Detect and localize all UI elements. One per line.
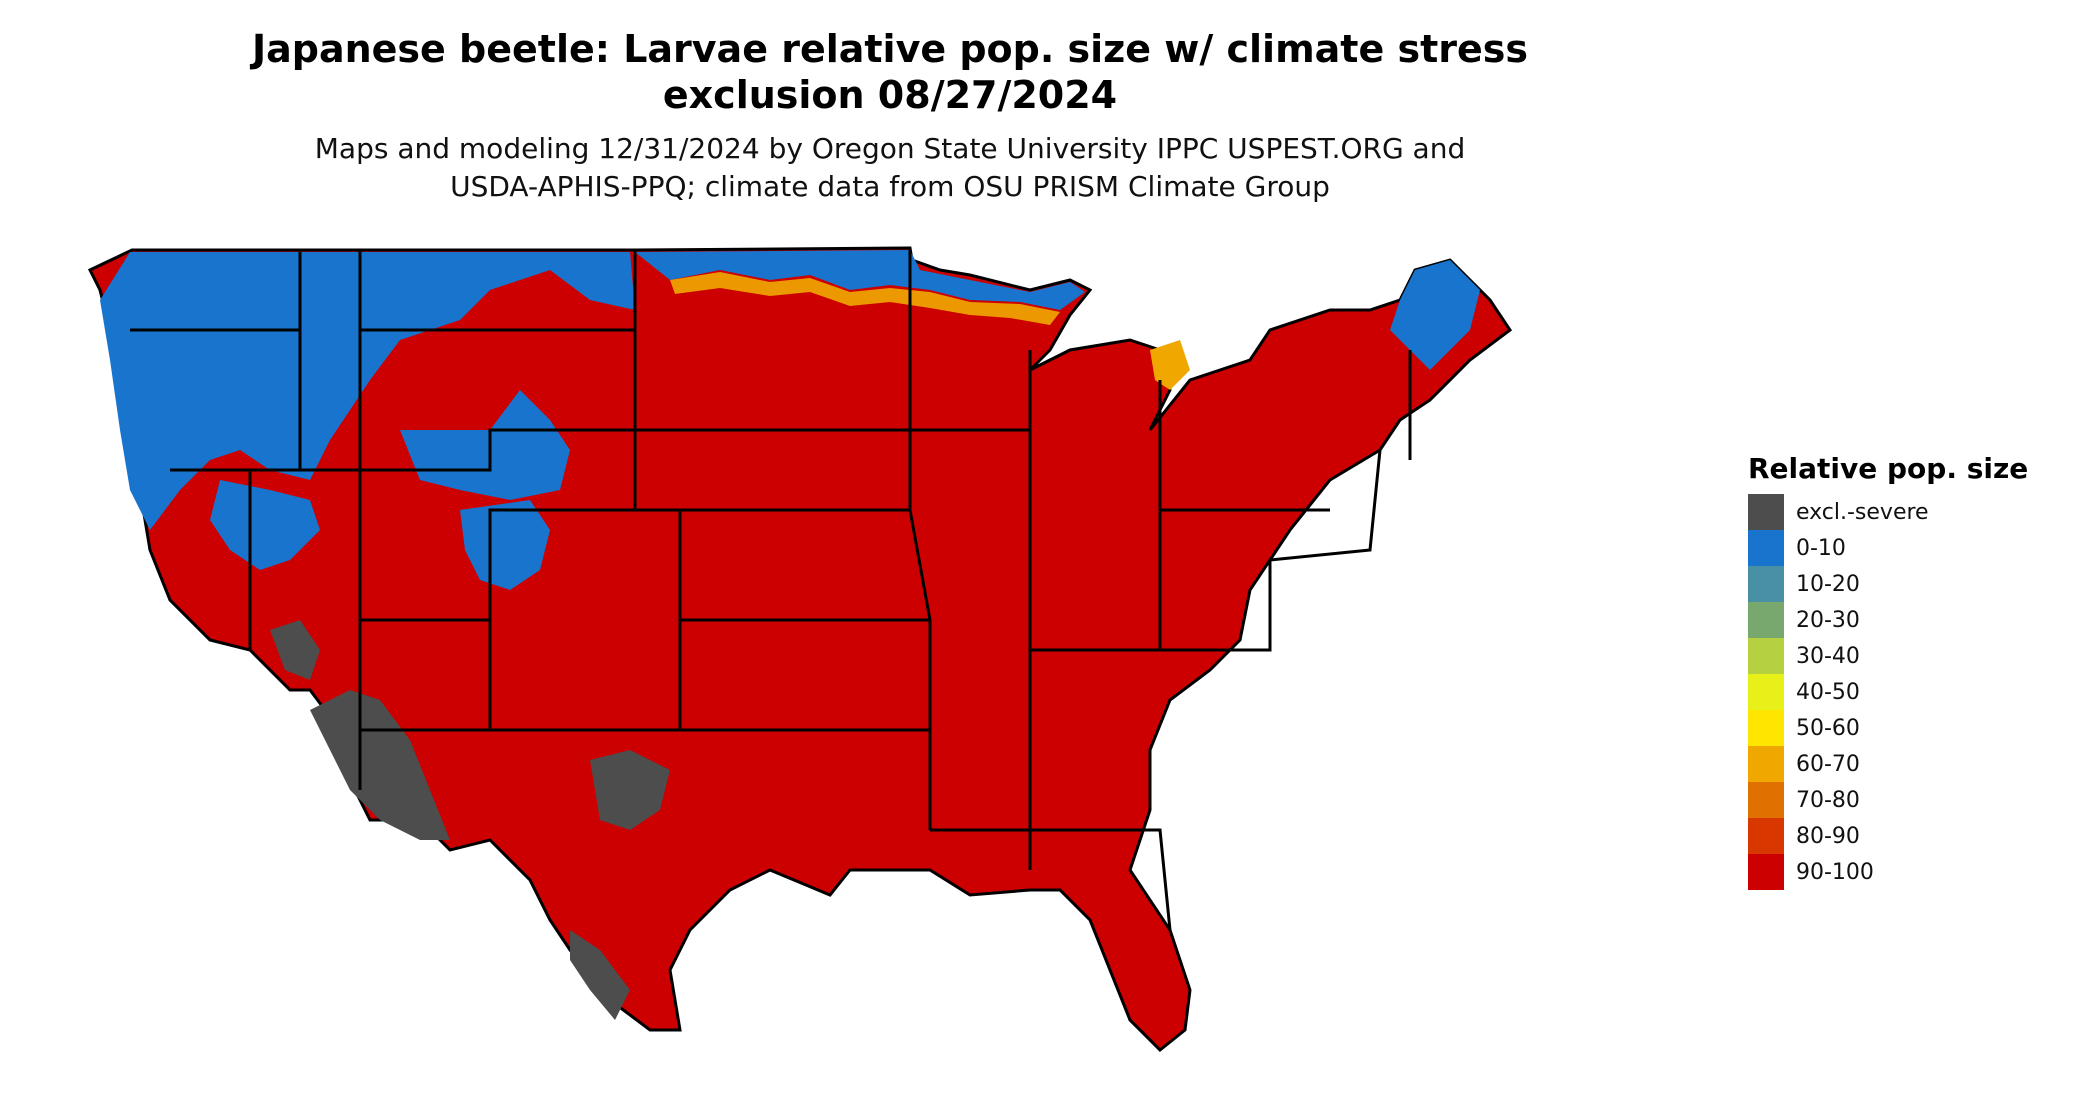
legend-swatch	[1748, 818, 1784, 854]
legend-item: 70-80	[1748, 782, 2068, 818]
legend-label: 70-80	[1796, 787, 1860, 813]
upper-midwest-low-zone	[635, 250, 1085, 310]
map-title: Japanese beetle: Larvae relative pop. si…	[180, 26, 1600, 118]
legend-swatch	[1748, 566, 1784, 602]
legend-item: 40-50	[1748, 674, 2068, 710]
legend-item: 60-70	[1748, 746, 2068, 782]
legend-swatch	[1748, 602, 1784, 638]
legend-swatch	[1748, 638, 1784, 674]
legend: Relative pop. size excl.-severe 0-10 10-…	[1748, 452, 2068, 890]
legend-label: 20-30	[1796, 607, 1860, 633]
northwest-low-zone	[100, 252, 635, 530]
legend-label: 60-70	[1796, 751, 1860, 777]
west-texas-excluded-zone	[590, 750, 670, 830]
legend-swatch	[1748, 674, 1784, 710]
legend-label: 50-60	[1796, 715, 1860, 741]
title-line-2: exclusion 08/27/2024	[662, 73, 1118, 117]
transition-fringe-north	[670, 272, 1060, 325]
legend-item: 10-20	[1748, 566, 2068, 602]
legend-swatch	[1748, 746, 1784, 782]
southwest-excluded-zone	[310, 690, 450, 840]
legend-label: 0-10	[1796, 535, 1846, 561]
legend-title: Relative pop. size	[1748, 452, 2029, 485]
legend-item: 50-60	[1748, 710, 2068, 746]
south-texas-excluded-zone	[570, 930, 630, 1020]
subtitle-line-1: Maps and modeling 12/31/2024 by Oregon S…	[314, 132, 1466, 165]
subtitle-line-2: USDA-APHIS-PPQ; climate data from OSU PR…	[450, 170, 1330, 203]
legend-swatch	[1748, 494, 1784, 530]
us-map	[87, 246, 1513, 1053]
legend-label: 40-50	[1796, 679, 1860, 705]
legend-item: 20-30	[1748, 602, 2068, 638]
legend-item: 0-10	[1748, 530, 2068, 566]
legend-label: 80-90	[1796, 823, 1860, 849]
legend-label: 90-100	[1796, 859, 1874, 885]
legend-item: 90-100	[1748, 854, 2068, 890]
wyoming-low-zone	[400, 390, 570, 500]
legend-label: 30-40	[1796, 643, 1860, 669]
new-england-low-zone	[1390, 260, 1480, 370]
great-basin-excluded-zone	[270, 620, 320, 680]
legend-item: 30-40	[1748, 638, 2068, 674]
legend-swatch	[1748, 782, 1784, 818]
state-boundaries	[130, 250, 1412, 931]
map-subtitle: Maps and modeling 12/31/2024 by Oregon S…	[180, 130, 1600, 206]
legend-label: 10-20	[1796, 571, 1860, 597]
colorado-low-zone	[460, 500, 550, 590]
legend-label: excl.-severe	[1796, 499, 1929, 525]
legend-swatch	[1748, 710, 1784, 746]
transition-fringe-michigan	[1150, 340, 1190, 390]
legend-item: excl.-severe	[1748, 494, 2068, 530]
legend-swatch	[1748, 530, 1784, 566]
legend-item: 80-90	[1748, 818, 2068, 854]
title-line-1: Japanese beetle: Larvae relative pop. si…	[251, 27, 1529, 71]
legend-swatch	[1748, 854, 1784, 890]
great-basin-low-zone	[210, 480, 320, 570]
